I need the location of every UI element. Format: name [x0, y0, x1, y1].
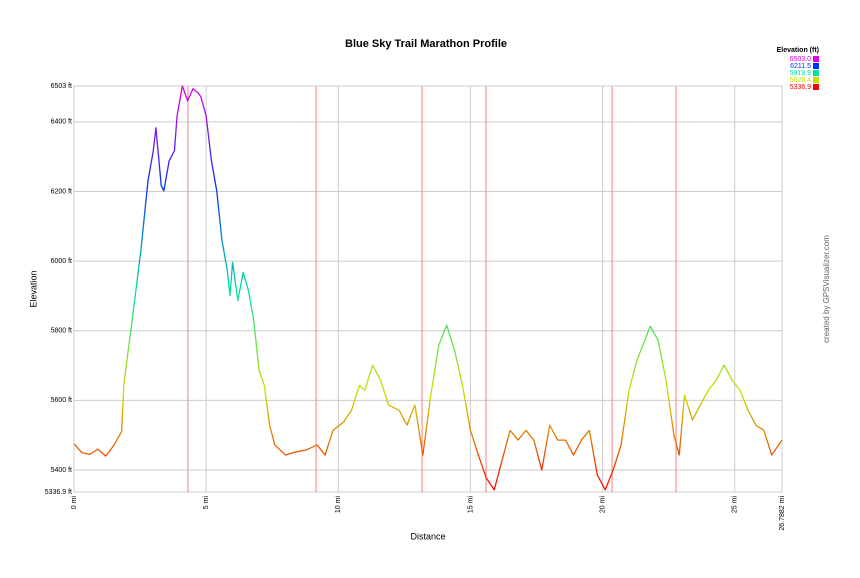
legend-swatch: [813, 84, 819, 90]
legend-label: 6211.5: [790, 63, 811, 70]
y-tick-label: 6000 ft: [51, 258, 72, 265]
legend-swatch: [813, 56, 819, 62]
elevation-line: [73, 85, 783, 491]
y-tick-label: 5336.9 ft: [45, 489, 72, 496]
y-tick-label: 5800 ft: [51, 328, 72, 335]
x-axis-label: Distance: [410, 531, 445, 541]
legend-label: 5628.4: [790, 77, 812, 84]
x-tick-label: 26.7882 mi: [779, 496, 786, 531]
legend-label: 5336.9: [790, 84, 812, 91]
x-tick-label: 10 mi: [335, 496, 342, 514]
y-tick-label: 6503 ft: [51, 83, 72, 90]
credit: created by GPSVisualizer.com: [822, 235, 831, 343]
x-tick-label: 15 mi: [467, 496, 474, 514]
x-tick-label: 0 mi: [71, 496, 78, 510]
y-tick-label: 5400 ft: [51, 467, 72, 474]
x-tick-label: 5 mi: [203, 496, 210, 510]
legend-swatch: [813, 77, 819, 83]
legend-swatch: [813, 63, 819, 69]
x-tick-label: 20 mi: [599, 496, 606, 514]
x-tick-label: 25 mi: [732, 496, 739, 514]
chart-title: Blue Sky Trail Marathon Profile: [345, 38, 507, 50]
y-axis-label: Elevation: [28, 270, 38, 307]
legend-label: 5919.9: [790, 70, 812, 77]
y-tick-label: 6400 ft: [51, 119, 72, 126]
legend-label: 6503.0: [790, 56, 812, 63]
legend-swatch: [813, 70, 819, 76]
y-tick-label: 5600 ft: [51, 397, 72, 404]
legend-title: Elevation (ft): [777, 47, 819, 54]
y-tick-label: 6200 ft: [51, 188, 72, 195]
